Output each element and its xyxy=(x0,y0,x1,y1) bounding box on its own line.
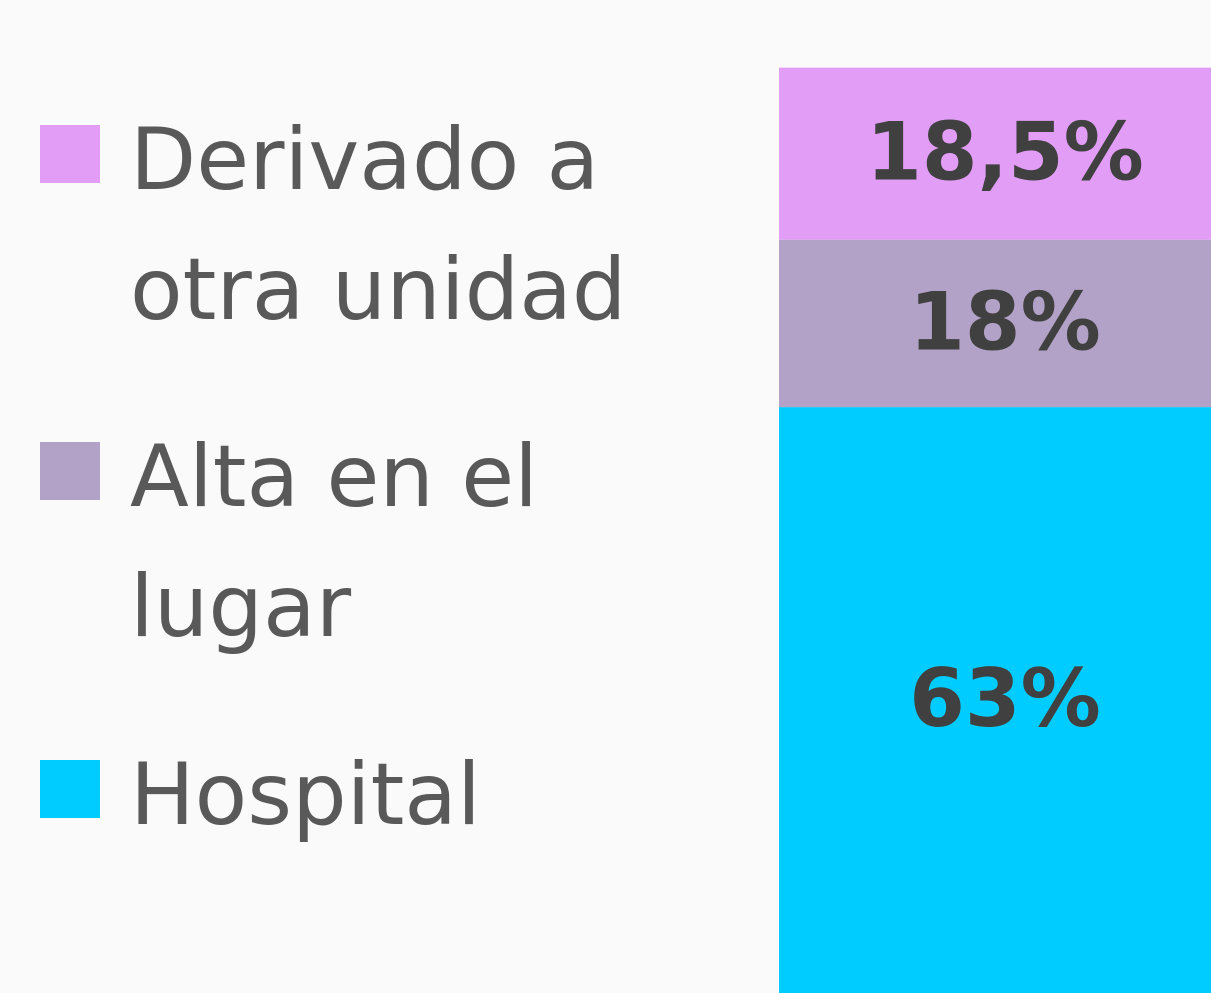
legend-swatch xyxy=(40,442,100,500)
data-label: 63% xyxy=(909,652,1100,745)
bar-segment xyxy=(779,407,1211,993)
legend-swatch xyxy=(40,125,100,183)
legend-label: Alta en el lugar xyxy=(130,427,539,657)
bar-segment xyxy=(779,67,1211,240)
legend-label: Hospital xyxy=(130,745,481,845)
legend-label: Derivado a otra unidad xyxy=(130,110,627,340)
data-label: 18,5% xyxy=(866,106,1144,199)
data-label: 18% xyxy=(909,275,1100,368)
bar-segment xyxy=(779,239,1211,408)
legend-swatch xyxy=(40,760,100,818)
